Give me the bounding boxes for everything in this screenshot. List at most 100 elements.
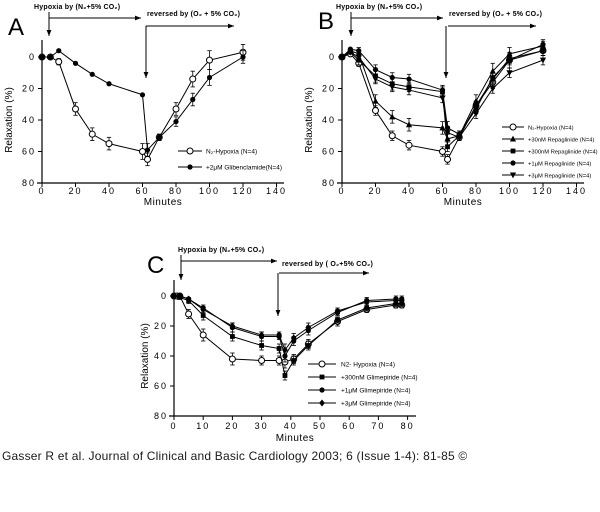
filled-circle-marker: [47, 54, 53, 60]
filled-circle-marker: [510, 160, 516, 166]
y-tick-label: 40: [322, 115, 336, 125]
filled-square-marker: [364, 305, 370, 311]
filled-circle-marker: [439, 87, 446, 93]
legend-item-3-m-glimepiride-n-4: +3μM Glimepiride (N=4): [308, 399, 411, 407]
x-tick-label: 100: [499, 186, 520, 196]
hypoxia-down-arrow: [178, 255, 184, 280]
reversal-down-arrow: [275, 273, 281, 316]
y-tick-label: 0: [329, 52, 336, 62]
legend-label: +1μM Glimepiride (N=4): [341, 387, 411, 394]
triangle-down-marker: [489, 86, 496, 92]
x-axis-label: Minutes: [144, 197, 183, 208]
y-tick-label: 0: [29, 52, 36, 62]
triangle-down-marker: [506, 70, 513, 77]
legend-label: +3μM Repaglinide (N=4): [528, 173, 591, 179]
x-axis-label: Minutes: [444, 197, 483, 208]
open-circle-marker: [405, 141, 413, 149]
diamond-marker: [258, 331, 265, 339]
filled-circle-marker: [89, 71, 95, 77]
x-tick-label: 10: [196, 421, 210, 431]
legend-label: +2μM Glibenclamide(N=4): [206, 164, 282, 171]
x-tick-label: 0: [338, 186, 345, 196]
filled-circle-marker: [56, 48, 62, 54]
x-tick-label: 40: [284, 421, 298, 431]
y-tick-label: 60: [22, 147, 36, 157]
open-circle-marker: [388, 132, 396, 140]
legend-item-30nm-repaglinide-n-4: +30nM Repaglinide (N=4): [502, 135, 594, 143]
filled-circle-marker: [319, 387, 325, 393]
triangle-down-marker: [389, 84, 396, 91]
filled-circle-marker: [187, 164, 193, 170]
open-circle-marker: [139, 148, 146, 155]
open-circle-marker: [444, 155, 452, 163]
reversal-annotation: reversed by ( O₂+5% CO₂): [282, 261, 373, 268]
legend-label: +300nM Glimepiride (N=4): [341, 374, 418, 381]
diamond-marker: [276, 331, 283, 339]
panel-letter: B: [318, 8, 334, 35]
filled-circle-marker: [490, 74, 496, 81]
triangle-down-marker: [456, 134, 463, 141]
x-tick-label: 60: [342, 421, 356, 431]
legend-item-n2-hypoxia-n-4: N2- Hypoxia (N=4): [308, 360, 395, 368]
filled-circle-marker: [144, 147, 151, 153]
x-tick-label: 140: [266, 186, 287, 196]
y-axis-label: Relaxation (%): [304, 87, 315, 153]
y-tick-label: 40: [154, 351, 168, 361]
x-tick-label: 80: [469, 186, 483, 196]
x-tick-label: 40: [102, 186, 116, 196]
diamond-marker: [305, 324, 312, 331]
legend-item-2-m-glibenclamide-n-4: +2μM Glibenclamide(N=4): [178, 164, 282, 171]
open-circle-marker: [144, 155, 152, 163]
filled-circle-marker: [406, 76, 412, 82]
legend-label: +3μM Glimepiride (N=4): [341, 400, 411, 407]
open-circle-marker: [105, 140, 113, 148]
filled-circle-marker: [156, 134, 162, 140]
triangle-down-marker: [439, 95, 446, 102]
x-tick-label: 70: [371, 421, 385, 431]
x-tick-label: 0: [170, 421, 177, 431]
filled-square-marker: [259, 343, 264, 348]
y-axis-label: Relaxation (%): [4, 87, 15, 153]
series-line: [174, 295, 402, 352]
series-3-m-glimepiride-n-4: [171, 292, 405, 357]
y-tick-label: 20: [22, 84, 36, 94]
triangle-up-marker: [509, 135, 517, 142]
open-circle-marker: [509, 123, 517, 131]
legend: N2- Hypoxia (N=4) +300nM Glimepiride (N=4…: [308, 360, 418, 407]
series-line: [173, 295, 402, 377]
panel-letter: A: [8, 14, 24, 41]
triangle-down-marker: [539, 57, 547, 64]
x-tick-label: 20: [68, 186, 82, 196]
reversal-span-arrow: [146, 23, 234, 29]
panel-letter: C: [147, 252, 164, 279]
series-n2-hypoxia-n-4: [170, 292, 406, 369]
open-circle-marker: [172, 105, 180, 113]
filled-circle-marker: [356, 48, 362, 54]
open-circle-marker: [55, 58, 63, 66]
legend-item-n-hypoxia-n-4: N₂-Hypoxia (N=4): [178, 147, 257, 155]
x-tick-label: 140: [566, 186, 587, 196]
series-line: [341, 50, 544, 161]
y-tick-label: 20: [154, 321, 168, 331]
filled-circle-marker: [372, 67, 379, 73]
filled-circle-marker: [206, 74, 213, 81]
y-tick-label: 80: [22, 178, 36, 188]
filled-circle-marker: [106, 81, 112, 87]
diamond-marker: [282, 346, 288, 354]
reversal-span-arrow: [448, 23, 536, 29]
filled-square-marker: [510, 148, 516, 154]
filled-circle-marker: [540, 41, 546, 48]
diamond-marker: [393, 297, 399, 304]
diamond-marker: [319, 399, 325, 407]
triangle-up-marker: [439, 124, 446, 131]
hypoxia-annotation: Hypoxia by (N₂+5% CO₂): [336, 4, 422, 11]
triangle-up-marker: [389, 113, 396, 120]
legend-item-n-hypoxia-n-4: N₂-Hypoxia (N=4): [502, 123, 574, 131]
open-circle-marker: [185, 310, 193, 318]
y-tick-label: 40: [22, 115, 36, 125]
legend-label: +1μM Repaglinide (N=4): [528, 161, 591, 167]
triangle-up-marker: [405, 121, 413, 128]
triangle-down-marker: [347, 49, 354, 56]
diamond-marker: [398, 297, 405, 304]
